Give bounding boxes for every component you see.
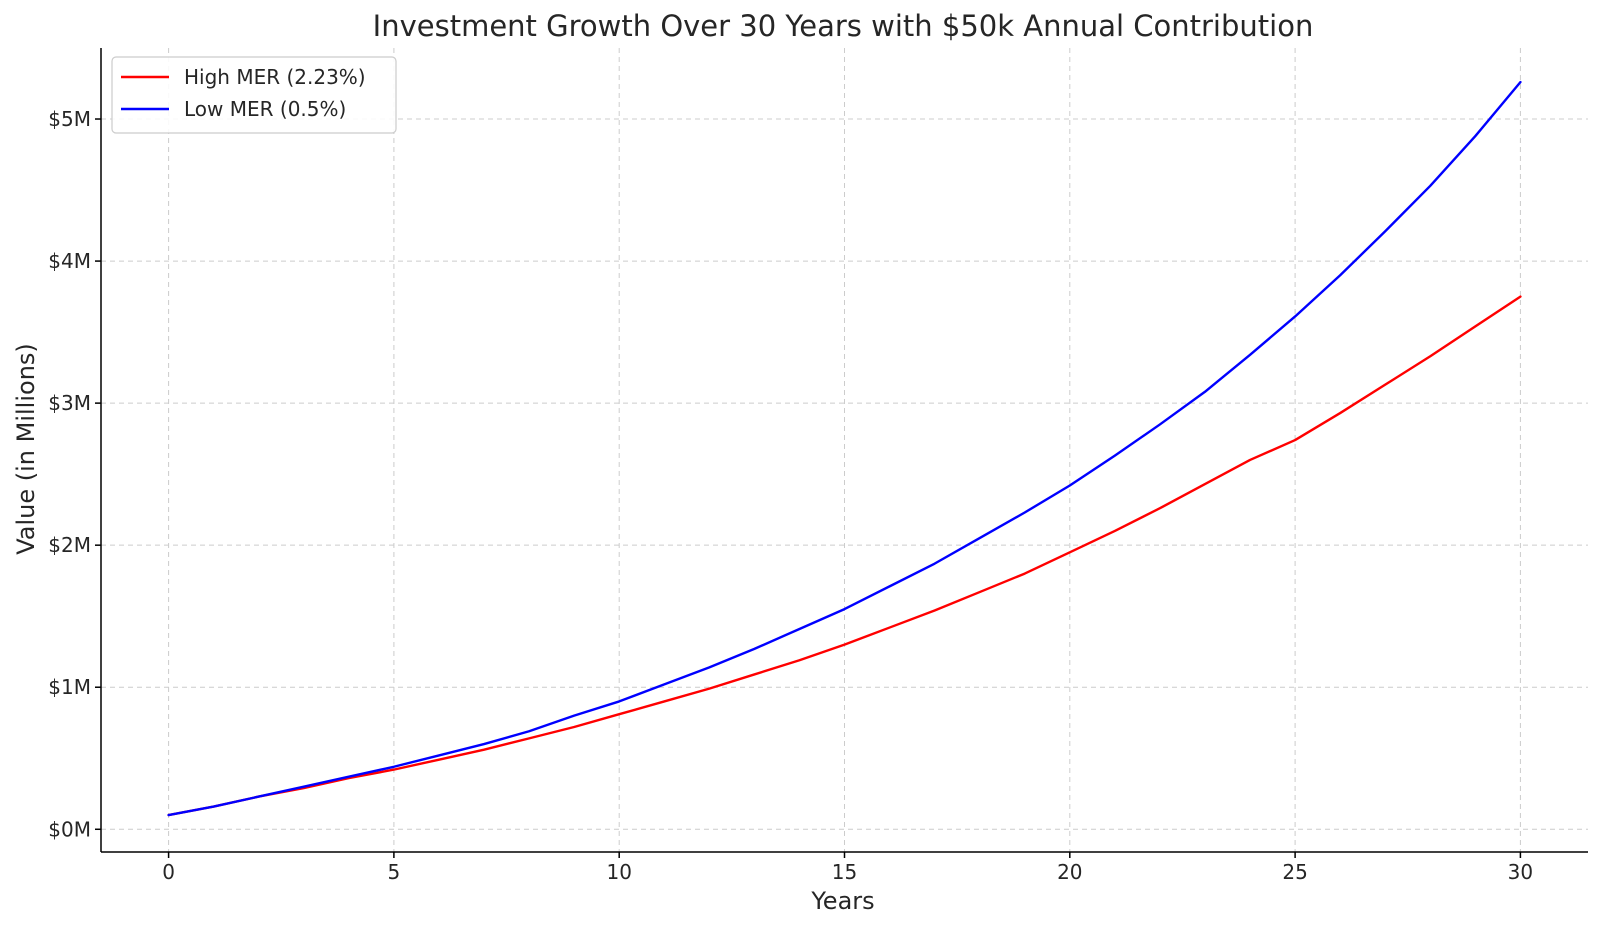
y-tick-label-2: $2M: [48, 533, 91, 557]
grid: [101, 48, 1588, 852]
x-axis-label: Years: [810, 887, 874, 915]
series-line-high-mer: [167, 295, 1522, 817]
y-tick-label-1: $1M: [48, 675, 91, 699]
legend-label-low-mer: Low MER (0.5%): [184, 97, 346, 121]
plot-series: [167, 80, 1522, 817]
legend: High MER (2.23%) Low MER (0.5%): [111, 56, 397, 134]
x-tick-label-0: 0: [162, 860, 175, 884]
x-tick-label-2: 10: [606, 860, 631, 884]
x-tick-label-3: 15: [832, 860, 857, 884]
x-tick-label-1: 5: [388, 860, 401, 884]
series-line-low-mer: [167, 80, 1522, 817]
ticks: 0 5 10 15 20 25 30 $0M $1M $2M $3M $4M $5M: [48, 107, 1533, 884]
y-axis-label: Value (in Millions): [12, 343, 40, 555]
x-tick-label-6: 30: [1508, 860, 1533, 884]
legend-label-high-mer: High MER (2.23%): [184, 65, 366, 89]
legend-box: [111, 56, 397, 134]
y-tick-label-3: $3M: [48, 391, 91, 415]
x-tick-label-5: 25: [1282, 860, 1307, 884]
y-tick-label-4: $4M: [48, 249, 91, 273]
y-tick-label-0: $0M: [48, 817, 91, 841]
y-tick-label-5: $5M: [48, 107, 91, 131]
chart-title: Investment Growth Over 30 Years with $50…: [373, 9, 1314, 43]
x-tick-label-4: 20: [1057, 860, 1082, 884]
